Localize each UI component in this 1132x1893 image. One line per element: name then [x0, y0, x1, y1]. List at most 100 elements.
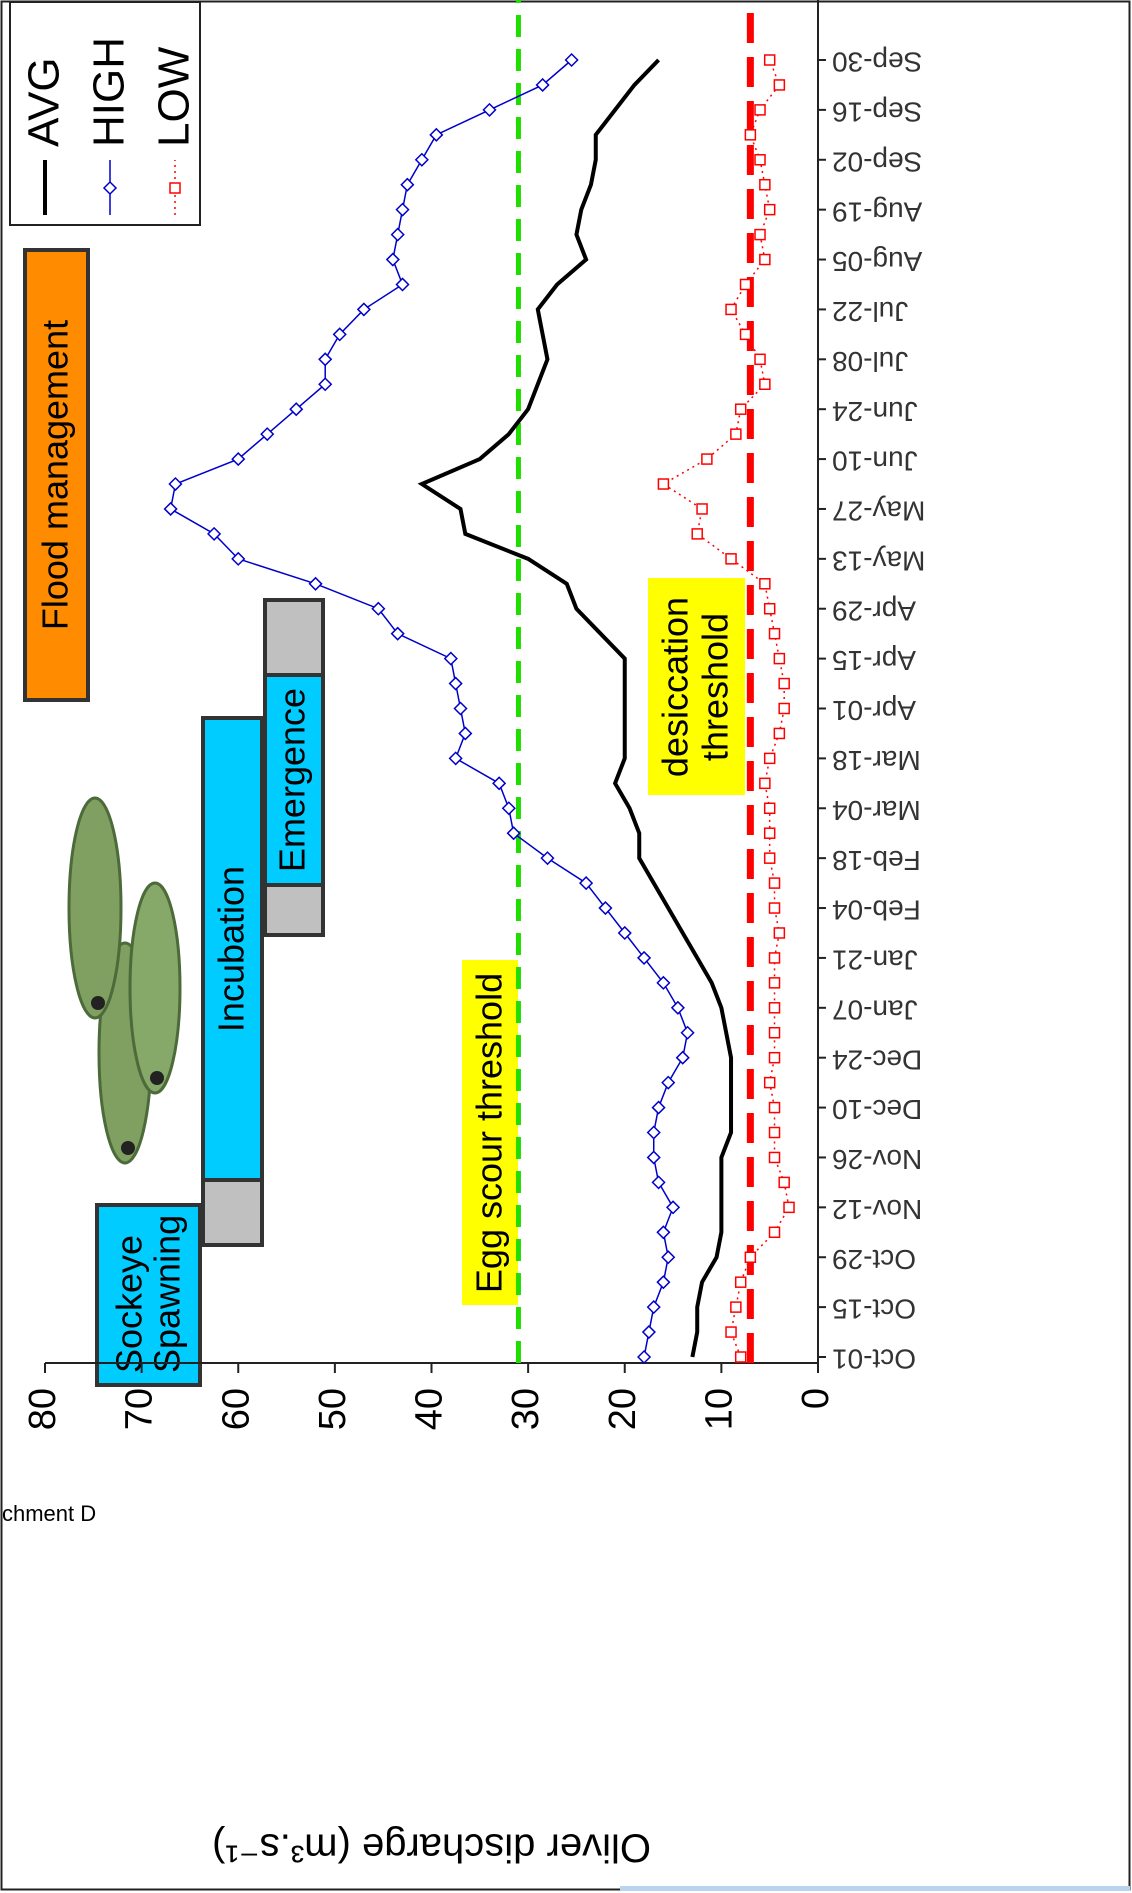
point: [656, 1225, 671, 1240]
point: [763, 852, 776, 864]
point: [579, 876, 594, 891]
legend-label: AVG: [20, 57, 69, 147]
point: [734, 403, 747, 415]
point: [680, 1025, 695, 1040]
point: [691, 528, 703, 540]
phase-box: [263, 598, 325, 677]
threshold-label: Egg scour threshold: [469, 973, 510, 1293]
threshold-label: desiccation: [655, 597, 696, 777]
annotation: Spawning: [147, 1215, 188, 1373]
point: [754, 228, 766, 241]
point: [400, 177, 415, 192]
point: [395, 202, 410, 217]
point: [657, 478, 670, 490]
x-tick-label: May-13: [832, 545, 925, 576]
point: [759, 378, 771, 390]
spawning-box: [95, 1203, 202, 1387]
point: [734, 1276, 747, 1288]
point: [448, 751, 463, 766]
point: [739, 328, 752, 341]
x-tick-label: Mar-18: [832, 745, 921, 776]
annotation: Sockeye: [109, 1235, 150, 1373]
point: [773, 727, 786, 740]
point: [763, 602, 776, 615]
point: [778, 677, 790, 690]
point: [395, 277, 410, 292]
point: [168, 476, 183, 492]
annotation: Flood management: [35, 320, 76, 630]
point: [778, 1176, 790, 1189]
point: [759, 253, 771, 266]
point: [744, 129, 757, 141]
point: [501, 801, 516, 816]
x-tick-label: Jun-10: [832, 446, 918, 477]
legend-label: HIGH: [85, 37, 134, 147]
point: [768, 1027, 781, 1039]
point: [482, 102, 497, 117]
x-tick-label: Jan-21: [832, 945, 918, 976]
point: [725, 1326, 737, 1338]
y-tick-label: 20: [602, 1388, 644, 1430]
annotation: Incubation: [211, 866, 252, 1032]
point: [414, 152, 429, 167]
x-tick-label: Nov-12: [832, 1194, 922, 1225]
point: [773, 79, 786, 91]
point: [492, 776, 507, 791]
y-tick-label: 40: [409, 1388, 451, 1430]
threshold-label: threshold: [695, 613, 736, 761]
x-tick-label: Oct-15: [832, 1294, 916, 1325]
point: [759, 178, 771, 191]
point: [617, 925, 632, 941]
point: [506, 826, 521, 841]
point: [773, 652, 786, 665]
x-tick-label: Jan-07: [832, 994, 918, 1025]
point: [768, 977, 781, 989]
point: [675, 1050, 690, 1065]
x-tick-label: Mar-04: [832, 795, 921, 826]
x-tick-label: Sep-02: [832, 146, 922, 177]
point: [773, 927, 786, 939]
point: [260, 427, 275, 442]
threshold-label-box: [462, 960, 518, 1305]
y-tick-label: 50: [312, 1388, 354, 1430]
point: [371, 601, 386, 616]
point: [598, 900, 613, 916]
point: [768, 1151, 781, 1164]
point: [641, 1324, 656, 1340]
point: [448, 676, 463, 691]
point: [739, 278, 752, 291]
x-tick-label: Dec-24: [832, 1044, 922, 1075]
point: [163, 501, 178, 517]
point: [651, 1175, 666, 1190]
point: [725, 553, 737, 565]
y-tick-label: 70: [119, 1388, 161, 1430]
point: [429, 127, 444, 142]
footer: chment D: [2, 1501, 96, 1526]
point: [318, 377, 333, 392]
point: [318, 352, 333, 367]
x-tick-label: Jun-24: [832, 396, 918, 427]
legend-marker: [169, 182, 181, 194]
point: [535, 77, 550, 93]
point: [289, 402, 304, 417]
point: [763, 802, 776, 815]
rotated-chart: Sockeye Spawning Incubation Emergence Fl…: [9, 0, 925, 1869]
point: [661, 1075, 676, 1090]
legend-label: LOW: [150, 46, 199, 147]
point: [759, 777, 771, 790]
x-tick-label: Aug-19: [832, 196, 922, 227]
y-tick-label: 80: [22, 1388, 64, 1430]
phase-box: [263, 883, 325, 937]
y-tick-label: 0: [795, 1388, 837, 1409]
x-tick-label: Nov-26: [832, 1144, 922, 1175]
x-tick-label: May-27: [832, 496, 925, 527]
point: [763, 203, 776, 216]
y-tick-label: 10: [698, 1388, 740, 1430]
point: [725, 303, 737, 316]
point: [458, 726, 473, 741]
x-tick-label: Aug-05: [832, 246, 922, 277]
point: [453, 701, 468, 716]
point: [670, 1000, 685, 1015]
point: [385, 252, 400, 267]
point: [763, 1076, 776, 1089]
